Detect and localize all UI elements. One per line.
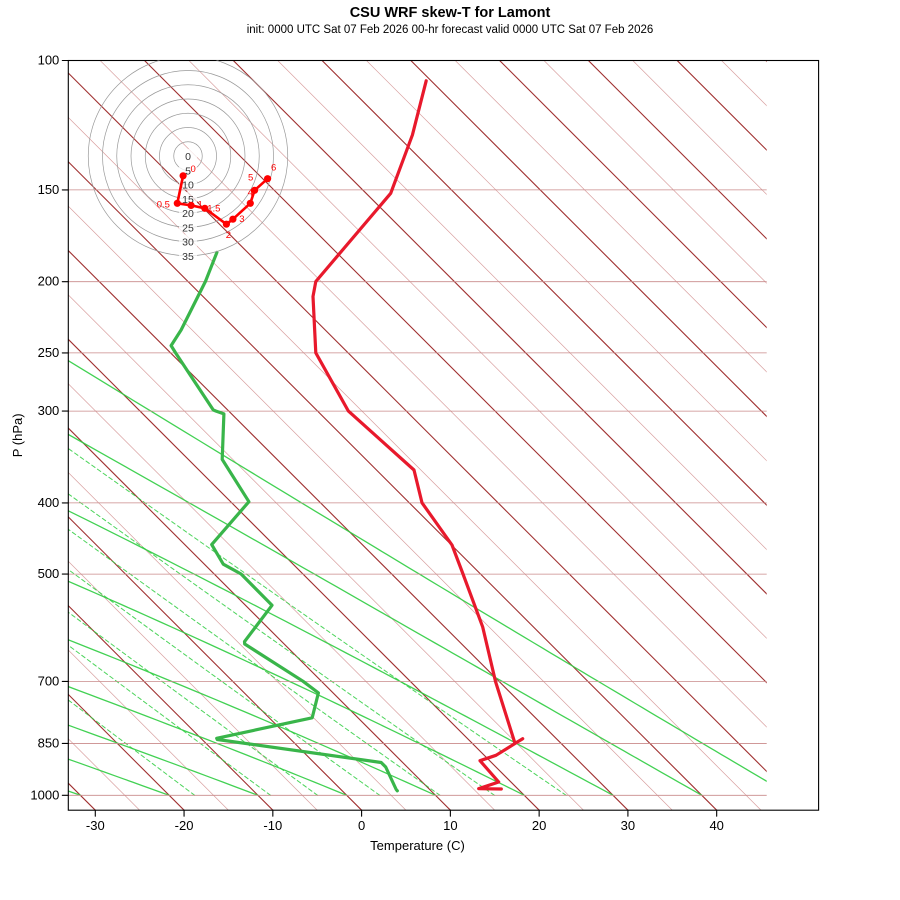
- svg-text:100: 100: [38, 53, 60, 68]
- svg-text:30: 30: [182, 237, 194, 249]
- svg-text:150: 150: [38, 182, 60, 197]
- svg-text:-20: -20: [175, 818, 194, 833]
- svg-text:20: 20: [182, 208, 194, 220]
- svg-text:250: 250: [38, 345, 60, 360]
- svg-text:850: 850: [38, 735, 60, 750]
- svg-text:1000: 1000: [30, 787, 59, 802]
- svg-text:-30: -30: [86, 818, 105, 833]
- svg-text:P (hPa): P (hPa): [10, 413, 25, 457]
- svg-text:2: 2: [226, 230, 231, 241]
- svg-text:40: 40: [709, 818, 723, 833]
- svg-text:30: 30: [621, 818, 635, 833]
- svg-text:init: 0000 UTC Sat 07 Feb 2026: init: 0000 UTC Sat 07 Feb 2026 00-hr for…: [247, 24, 654, 36]
- svg-text:500: 500: [38, 566, 60, 581]
- svg-text:700: 700: [38, 673, 60, 688]
- svg-text:0: 0: [358, 818, 365, 833]
- svg-text:CSU WRF skew-T for Lamont: CSU WRF skew-T for Lamont: [350, 5, 551, 21]
- svg-text:200: 200: [38, 274, 60, 289]
- svg-text:20: 20: [532, 818, 546, 833]
- svg-text:1.5: 1.5: [207, 203, 220, 214]
- svg-text:1: 1: [197, 199, 202, 210]
- svg-text:3: 3: [239, 214, 244, 225]
- svg-text:0: 0: [185, 151, 191, 163]
- svg-text:6: 6: [271, 163, 276, 174]
- svg-text:10: 10: [443, 818, 457, 833]
- svg-text:35: 35: [182, 251, 194, 263]
- svg-text:400: 400: [38, 495, 60, 510]
- svg-text:10: 10: [182, 180, 194, 192]
- svg-text:0.5: 0.5: [157, 199, 170, 210]
- svg-text:4: 4: [248, 187, 253, 198]
- svg-text:0: 0: [190, 164, 195, 175]
- svg-text:300: 300: [38, 403, 60, 418]
- svg-text:-10: -10: [263, 818, 282, 833]
- svg-text:Temperature (C): Temperature (C): [370, 838, 465, 853]
- svg-text:5: 5: [248, 172, 253, 183]
- svg-text:25: 25: [182, 222, 194, 234]
